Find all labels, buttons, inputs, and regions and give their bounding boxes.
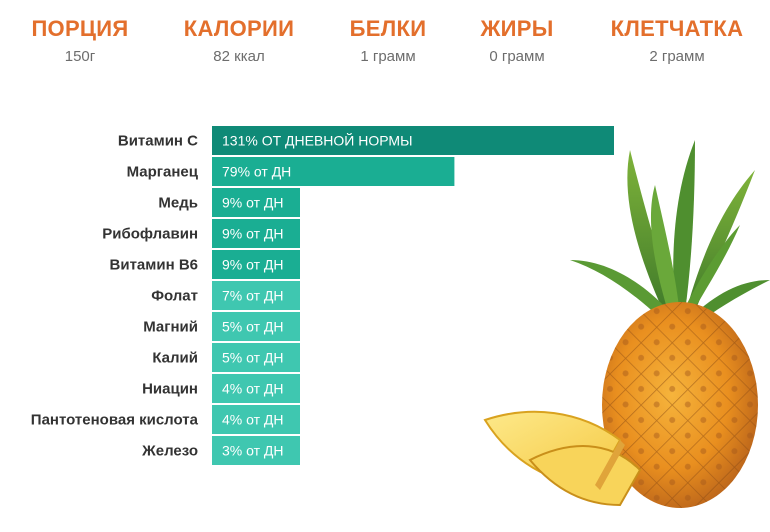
bar-value-label: 4% от ДН [222, 381, 284, 397]
category-label: Витамин C [118, 133, 198, 150]
stat-value: 1 грамм [360, 48, 416, 65]
bar-value-label: 4% от ДН [222, 412, 284, 428]
bar-4 [212, 250, 300, 279]
bar-value-label: 9% от ДН [222, 257, 284, 273]
stat-label: ЖИРЫ [480, 16, 554, 41]
stat-label: БЕЛКИ [349, 16, 427, 41]
stat-value: 82 ккал [213, 48, 265, 65]
bar-value-label: 7% от ДН [222, 288, 284, 304]
bar-value-label: 131% ОТ ДНЕВНОЙ НОРМЫ [222, 132, 412, 149]
category-label: Марганец [127, 164, 199, 181]
stat-value: 2 грамм [649, 48, 705, 65]
pineapple-crown [570, 140, 770, 325]
bar-1 [212, 157, 455, 186]
category-label: Железо [141, 443, 198, 460]
category-label: Витамин B6 [110, 257, 198, 274]
bar-5 [212, 281, 300, 310]
category-label: Калий [152, 350, 198, 367]
stat-label: КЛЕТЧАТКА [610, 16, 744, 41]
category-label: Медь [158, 195, 198, 212]
bar-0 [212, 126, 614, 155]
bar-6 [212, 312, 300, 341]
bar-value-label: 9% от ДН [222, 195, 284, 211]
category-label: Ниацин [142, 381, 198, 398]
bar-9 [212, 405, 300, 434]
category-label: Рибофлавин [102, 226, 198, 243]
stat-fiber: КЛЕТЧАТКА 2 грамм [597, 14, 757, 66]
stat-protein: БЕЛКИ 1 грамм [308, 14, 468, 66]
stat-value: 150г [64, 48, 96, 65]
bar-value-label: 5% от ДН [222, 350, 284, 366]
stat-portion: ПОРЦИЯ 150г [0, 14, 160, 66]
nutrition-summary: ПОРЦИЯ 150г КАЛОРИИ 82 ккал БЕЛКИ 1 грам… [0, 14, 770, 74]
bar-2 [212, 188, 300, 217]
bar-3 [212, 219, 300, 248]
category-label: Пантотеновая кислота [31, 412, 199, 429]
bar-10 [212, 436, 300, 465]
category-label: Фолат [151, 288, 198, 305]
bar-value-label: 5% от ДН [222, 319, 284, 335]
pineapple-illustration [483, 140, 770, 508]
pineapple-slices [483, 410, 642, 507]
bar-value-label: 3% от ДН [222, 443, 284, 459]
bar-8 [212, 374, 300, 403]
stat-label: ПОРЦИЯ [31, 16, 129, 41]
bar-value-label: 79% от ДН [222, 164, 291, 180]
stat-calories: КАЛОРИИ 82 ккал [159, 14, 319, 66]
bar-7 [212, 343, 300, 372]
stat-fat: ЖИРЫ 0 грамм [437, 14, 597, 66]
stat-value: 0 грамм [489, 48, 545, 65]
stat-label: КАЛОРИИ [183, 16, 295, 41]
bar-value-label: 9% от ДН [222, 226, 284, 242]
pineapple-scales [602, 302, 758, 508]
category-label: Магний [143, 319, 198, 336]
